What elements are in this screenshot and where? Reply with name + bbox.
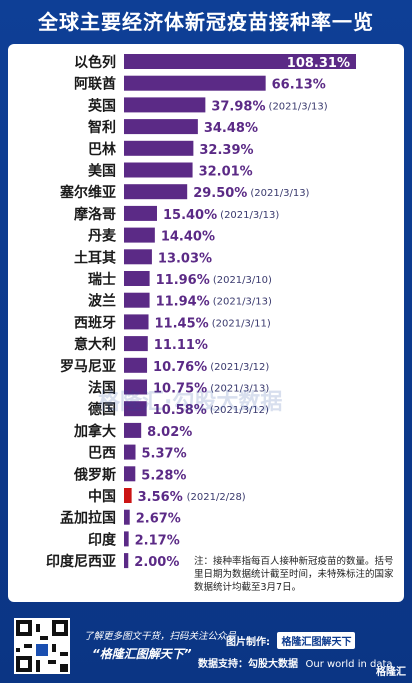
value-label: 32.01% xyxy=(199,165,253,180)
value-label: 2.00% xyxy=(134,555,179,570)
date-note: (2021/3/13) xyxy=(250,188,309,199)
bar xyxy=(124,292,150,308)
watermark: 格隆汇·勾股大数据 xyxy=(98,390,283,415)
value-label: 108.31% xyxy=(287,56,350,71)
date-note: (2021/3/10) xyxy=(213,275,272,286)
bar xyxy=(124,205,157,221)
category-label: 罗马尼亚 xyxy=(60,359,116,375)
category-label: 波兰 xyxy=(88,293,116,310)
category-label: 意大利 xyxy=(74,336,116,353)
category-label: 法国 xyxy=(88,380,116,397)
date-note: (2021/3/13) xyxy=(213,297,272,308)
bar xyxy=(124,54,356,69)
category-label: 巴林 xyxy=(88,141,116,158)
value-label: 8.02% xyxy=(147,425,192,440)
brand-logo: 格隆汇 xyxy=(376,666,406,678)
bar xyxy=(124,75,266,91)
value-label: 15.40% xyxy=(163,208,217,223)
value-label: 14.40% xyxy=(161,230,215,245)
category-label: 丹麦 xyxy=(88,228,117,245)
footer-maker: 图片制作: 格隆汇图解天下 xyxy=(226,632,356,649)
bar xyxy=(124,379,148,395)
value-label: 29.50% xyxy=(193,186,247,201)
category-label: 印度尼西亚 xyxy=(46,553,116,570)
bar xyxy=(124,553,129,569)
bar xyxy=(124,97,206,113)
bar xyxy=(124,119,198,135)
category-label: 摩洛哥 xyxy=(74,206,116,223)
value-label: 5.28% xyxy=(141,468,186,483)
value-label: 13.03% xyxy=(158,251,212,266)
value-label: 10.58% xyxy=(153,403,207,418)
value-label: 10.76% xyxy=(153,360,207,375)
value-label: 32.39% xyxy=(199,143,253,158)
category-label: 以色列 xyxy=(74,54,116,71)
date-note: (2021/3/12) xyxy=(210,362,269,373)
support-name: Our world in data xyxy=(305,659,393,670)
date-note: (2021/3/11) xyxy=(212,318,271,329)
chart-note: 注：接种率指每百人接种新冠疫苗的数量。括号里日期为数据统计截至时间，未特殊标注的… xyxy=(194,556,394,593)
bar xyxy=(124,531,129,547)
chart-title: 全球主要经济体新冠疫苗接种率一览 xyxy=(38,9,374,34)
maker-label: 图片制作: xyxy=(226,637,270,648)
bar xyxy=(124,401,147,417)
bar xyxy=(124,509,130,525)
footer-follow-text: 了解更多图文干货，扫码关注公众号 xyxy=(84,631,237,642)
value-label: 2.17% xyxy=(135,533,180,548)
bar xyxy=(124,184,188,200)
value-label: 37.98% xyxy=(211,99,265,114)
value-label: 34.48% xyxy=(204,121,258,136)
bar xyxy=(124,140,194,156)
date-note: (2021/2/28) xyxy=(187,492,246,503)
category-label: 英国 xyxy=(87,97,116,114)
category-label: 土耳其 xyxy=(74,249,116,266)
support-label: 数据支持：勾股大数据 xyxy=(198,659,298,670)
category-label: 美国 xyxy=(88,163,116,180)
category-label: 印度 xyxy=(88,531,117,548)
bar xyxy=(124,314,149,330)
date-note: (2021/3/13) xyxy=(210,384,269,395)
bar xyxy=(124,444,136,460)
category-label: 阿联酋 xyxy=(74,76,116,93)
category-label: 塞尔维亚 xyxy=(60,184,116,201)
qr-code-icon xyxy=(14,618,70,674)
bar xyxy=(124,162,193,178)
date-note: (2021/3/12) xyxy=(210,405,269,416)
footer-data-support: 数据支持：勾股大数据 Our world in data xyxy=(198,655,393,670)
value-label: 11.11% xyxy=(154,338,208,353)
category-label: 瑞士 xyxy=(88,271,116,288)
value-label: 5.37% xyxy=(142,447,187,462)
bar xyxy=(124,249,152,265)
value-label: 11.94% xyxy=(156,295,210,310)
value-label: 10.75% xyxy=(153,382,207,397)
value-label: 11.45% xyxy=(155,316,209,331)
bar xyxy=(124,488,132,503)
bar xyxy=(124,422,142,438)
value-label: 3.56% xyxy=(138,490,183,505)
category-label: 中国 xyxy=(88,488,116,505)
category-label: 德国 xyxy=(88,401,116,418)
bar xyxy=(124,466,136,482)
category-label: 加拿大 xyxy=(73,423,116,440)
value-label: 66.13% xyxy=(272,78,326,93)
bar xyxy=(124,271,150,286)
category-label: 西班牙 xyxy=(74,314,116,331)
chart-card xyxy=(8,44,404,602)
footer-account-name: “格隆汇图解天下” xyxy=(92,647,192,661)
value-label: 11.96% xyxy=(156,273,210,288)
maker-name: 格隆汇图解天下 xyxy=(277,632,356,649)
bar xyxy=(124,227,155,243)
category-label: 智利 xyxy=(87,119,116,136)
bar xyxy=(124,357,148,373)
value-label: 2.67% xyxy=(136,512,181,527)
bar xyxy=(124,336,148,352)
category-label: 俄罗斯 xyxy=(73,466,116,483)
category-label: 孟加拉国 xyxy=(60,510,116,527)
date-note: (2021/3/13) xyxy=(269,101,328,112)
date-note: (2021/3/13) xyxy=(220,210,279,221)
category-label: 巴西 xyxy=(88,446,116,462)
